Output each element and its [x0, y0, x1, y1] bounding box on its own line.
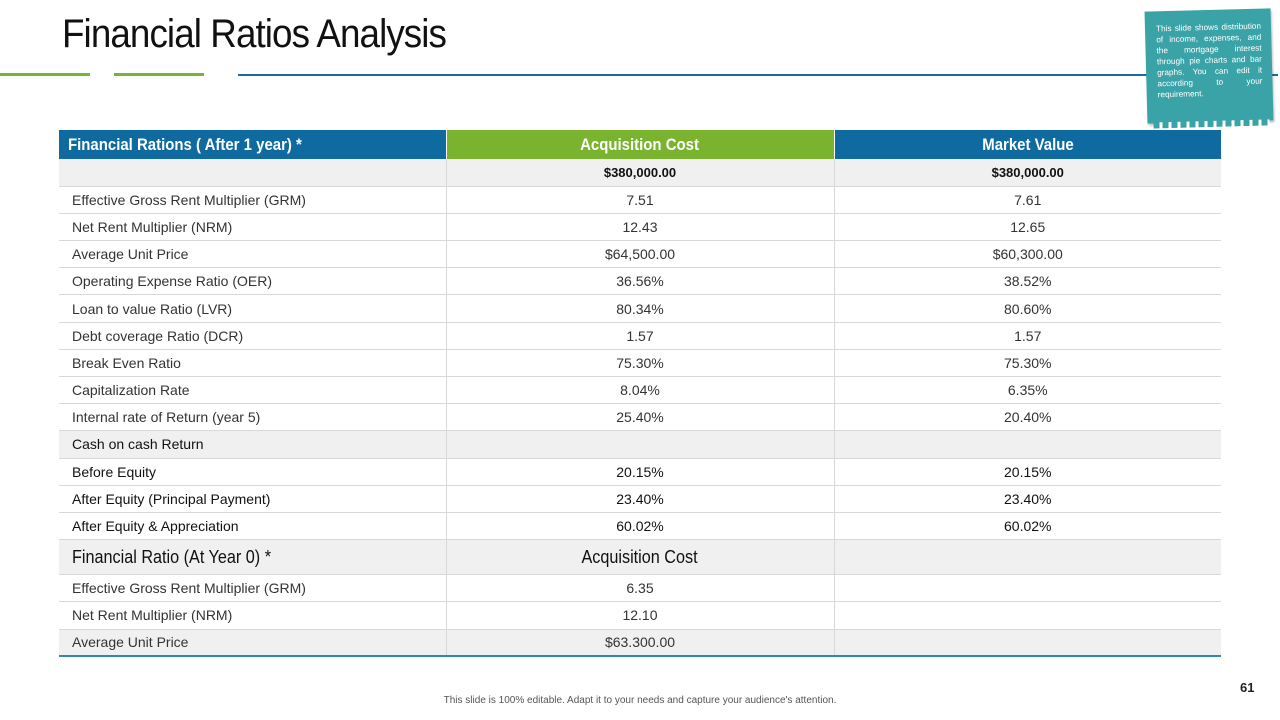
market-value-value: 75.30%	[833, 349, 1221, 378]
market-value-value: 6.35%	[833, 376, 1221, 405]
market-value-value: 12.65	[833, 213, 1221, 242]
table-row: Before Equity 20.15% 20.15%	[59, 458, 1221, 486]
market-value-value: 60.02%	[833, 512, 1221, 541]
acquisition-cost-value: 20.15%	[445, 458, 834, 486]
header-financial-rations: Financial Rations ( After 1 year) *	[59, 130, 446, 159]
row-label: Cash on cash Return	[59, 430, 446, 459]
table-row: Break Even Ratio 75.30% 75.30%	[59, 349, 1221, 378]
acquisition-cost-value: 12.10	[445, 601, 834, 630]
acquisition-cost-value: 1.57	[445, 322, 834, 350]
row-label: Operating Expense Ratio (OER)	[59, 267, 446, 296]
market-value-value: 20.40%	[833, 403, 1221, 432]
row-label: Net Rent Multiplier (NRM)	[59, 213, 446, 242]
acquisition-cost-value: 60.02%	[445, 512, 834, 541]
market-value-value: 23.40%	[833, 485, 1221, 513]
header-market-value: Market Value	[833, 130, 1221, 159]
sticky-note: This slide shows distribution of income,…	[1144, 8, 1274, 129]
acquisition-cost-value: $380,000.00	[445, 159, 834, 187]
table-row: Operating Expense Ratio (OER) 36.56% 38.…	[59, 267, 1221, 296]
acquisition-cost-value: 80.34%	[445, 294, 834, 323]
slide-title: Financial Ratios Analysis	[62, 12, 447, 56]
market-value-value: $380,000.00	[833, 159, 1221, 187]
accent-rule-green-1	[0, 73, 90, 76]
acquisition-cost-value: 75.30%	[445, 349, 834, 378]
market-value-value: 1.57	[833, 322, 1221, 350]
table-row: Debt coverage Ratio (DCR) 1.57 1.57	[59, 322, 1221, 350]
acquisition-cost-value: 12.43	[445, 213, 834, 242]
row-label: After Equity & Appreciation	[59, 512, 446, 541]
acquisition-cost-value: $64,500.00	[445, 240, 834, 269]
acquisition-cost-value	[445, 430, 834, 459]
accent-rule-green-2	[114, 73, 204, 76]
market-value-value	[833, 601, 1221, 630]
table-row: Effective Gross Rent Multiplier (GRM) 6.…	[59, 574, 1221, 603]
table-row-cash-on-cash: Cash on cash Return	[59, 430, 1221, 459]
table-row: Effective Gross Rent Multiplier (GRM) 7.…	[59, 186, 1221, 214]
row-label: Loan to value Ratio (LVR)	[59, 294, 446, 323]
market-value-value	[833, 430, 1221, 459]
table-row: Capitalization Rate 8.04% 6.35%	[59, 376, 1221, 405]
table-header-row: Financial Rations ( After 1 year) * Acqu…	[59, 130, 1221, 159]
row-label: Break Even Ratio	[59, 349, 446, 378]
market-value-value	[833, 629, 1221, 658]
row-label: Average Unit Price	[59, 240, 446, 269]
table-row: Net Rent Multiplier (NRM) 12.43 12.65	[59, 213, 1221, 242]
row-label: Debt coverage Ratio (DCR)	[59, 322, 446, 350]
subheader-financial-ratio: Financial Ratio (At Year 0) *	[59, 539, 446, 576]
row-label: Effective Gross Rent Multiplier (GRM)	[59, 186, 446, 214]
row-label: Internal rate of Return (year 5)	[59, 403, 446, 432]
table-row: After Equity (Principal Payment) 23.40% …	[59, 485, 1221, 513]
row-label	[59, 159, 446, 187]
market-value-value: 20.15%	[833, 458, 1221, 486]
table-row: Average Unit Price $63.300.00	[59, 629, 1221, 658]
acquisition-cost-value: 6.35	[445, 574, 834, 603]
subheader-label: Acquisition Cost	[581, 546, 699, 567]
subheader-empty	[833, 539, 1221, 576]
acquisition-cost-value: 23.40%	[445, 485, 834, 513]
row-label: Capitalization Rate	[59, 376, 446, 405]
sticky-note-torn-edge	[1153, 119, 1270, 129]
acquisition-cost-value: 25.40%	[445, 403, 834, 432]
financial-ratios-table: Financial Rations ( After 1 year) * Acqu…	[59, 130, 1221, 658]
row-label: Effective Gross Rent Multiplier (GRM)	[59, 574, 446, 603]
row-label: Before Equity	[59, 458, 446, 486]
market-value-value: 7.61	[833, 186, 1221, 214]
header-acquisition-cost: Acquisition Cost	[445, 130, 834, 159]
table-row: Average Unit Price $64,500.00 $60,300.00	[59, 240, 1221, 269]
table-row: Loan to value Ratio (LVR) 80.34% 80.60%	[59, 294, 1221, 323]
row-label: After Equity (Principal Payment)	[59, 485, 446, 513]
acquisition-cost-value: 7.51	[445, 186, 834, 214]
row-label: Average Unit Price	[59, 629, 446, 658]
page-number: 61	[1240, 680, 1255, 695]
market-value-value: 80.60%	[833, 294, 1221, 323]
market-value-value: $60,300.00	[833, 240, 1221, 269]
table-row: Net Rent Multiplier (NRM) 12.10	[59, 601, 1221, 630]
acquisition-cost-value: $63.300.00	[445, 629, 834, 658]
table-row-purchase-price: $380,000.00 $380,000.00	[59, 159, 1221, 187]
accent-rule-blue	[238, 74, 1278, 76]
footer-note: This slide is 100% editable. Adapt it to…	[443, 695, 837, 706]
sticky-note-text: This slide shows distribution of income,…	[1155, 21, 1263, 100]
row-label: Net Rent Multiplier (NRM)	[59, 601, 446, 630]
subheader-label: Financial Ratio (At Year 0) *	[72, 546, 272, 567]
acquisition-cost-value: 8.04%	[445, 376, 834, 405]
acquisition-cost-value: 36.56%	[445, 267, 834, 296]
header-label: Acquisition Cost	[580, 134, 700, 154]
market-value-value: 38.52%	[833, 267, 1221, 296]
header-label: Financial Rations ( After 1 year) *	[68, 134, 302, 154]
table-subheader-row: Financial Ratio (At Year 0) * Acquisitio…	[59, 539, 1221, 576]
market-value-value	[833, 574, 1221, 603]
header-label: Market Value	[982, 134, 1074, 154]
subheader-acquisition-cost: Acquisition Cost	[445, 539, 834, 576]
table-row: Internal rate of Return (year 5) 25.40% …	[59, 403, 1221, 432]
table-row: After Equity & Appreciation 60.02% 60.02…	[59, 512, 1221, 541]
